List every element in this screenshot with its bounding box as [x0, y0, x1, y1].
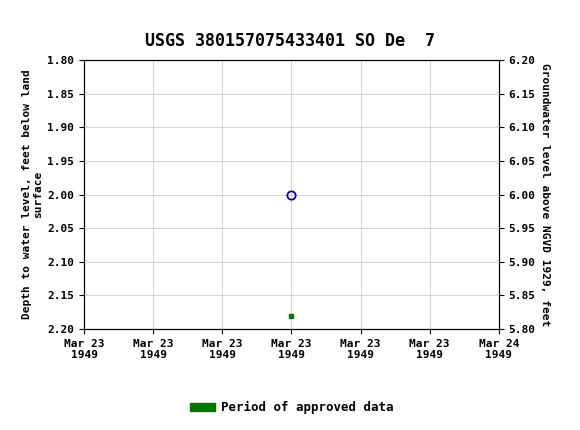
- Text: ██: ██: [3, 14, 20, 31]
- Y-axis label: Depth to water level, feet below land
surface: Depth to water level, feet below land su…: [21, 70, 44, 319]
- FancyBboxPatch shape: [3, 4, 17, 41]
- Text: USGS 380157075433401 SO De  7: USGS 380157075433401 SO De 7: [145, 32, 435, 50]
- Text: USGS: USGS: [10, 13, 70, 32]
- Y-axis label: Groundwater level above NGVD 1929, feet: Groundwater level above NGVD 1929, feet: [539, 63, 550, 326]
- Legend: Period of approved data: Period of approved data: [184, 396, 398, 419]
